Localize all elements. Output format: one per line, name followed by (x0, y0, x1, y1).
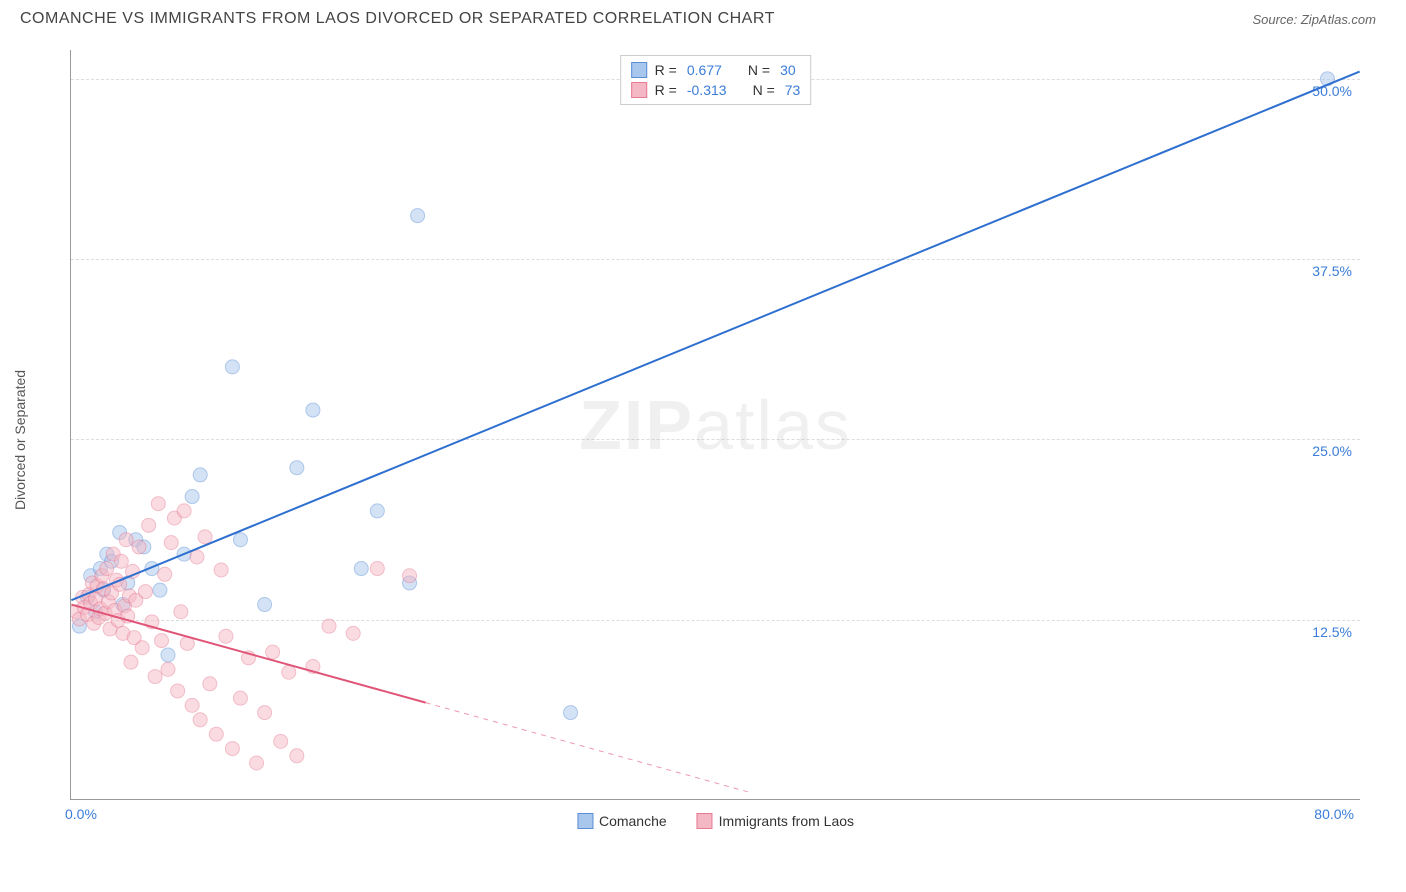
data-point (114, 554, 128, 568)
x-tick-label: 0.0% (65, 806, 97, 822)
source-name: ZipAtlas.com (1301, 12, 1376, 27)
data-point (290, 749, 304, 763)
data-point (164, 536, 178, 550)
r-value-0: 0.677 (687, 62, 722, 78)
data-point (564, 706, 578, 720)
data-point (209, 727, 223, 741)
source-prefix: Source: (1252, 12, 1300, 27)
data-point (185, 490, 199, 504)
plot-svg (71, 50, 1360, 799)
trend-line (71, 72, 1359, 601)
data-point (322, 619, 336, 633)
legend-swatch-1 (631, 82, 647, 98)
source-attribution: Source: ZipAtlas.com (1252, 12, 1376, 27)
data-point (411, 209, 425, 223)
r-value-1: -0.313 (687, 82, 727, 98)
data-point (258, 706, 272, 720)
data-point (306, 403, 320, 417)
series-legend: Comanche Immigrants from Laos (577, 813, 854, 829)
data-point (198, 530, 212, 544)
trend-line-dashed (426, 703, 748, 792)
data-point (148, 670, 162, 684)
data-point (370, 562, 384, 576)
data-point (124, 655, 138, 669)
chart-title: COMANCHE VS IMMIGRANTS FROM LAOS DIVORCE… (20, 10, 775, 28)
r-label: R = (655, 62, 677, 78)
data-point (135, 641, 149, 655)
data-point (214, 563, 228, 577)
data-point (282, 665, 296, 679)
data-point (225, 742, 239, 756)
data-point (132, 540, 146, 554)
data-point (203, 677, 217, 691)
n-label: N = (748, 62, 770, 78)
data-point (100, 562, 114, 576)
data-point (158, 567, 172, 581)
n-label: N = (753, 82, 775, 98)
data-point (138, 585, 152, 599)
legend-swatch-0 (631, 62, 647, 78)
data-point (354, 562, 368, 576)
data-point (155, 634, 169, 648)
data-point (193, 468, 207, 482)
data-point (250, 756, 264, 770)
plot-area: ZIPatlas R = 0.677 N = 30 R = -0.313 N =… (70, 50, 1360, 800)
data-point (142, 518, 156, 532)
data-point (225, 360, 239, 374)
data-point (274, 734, 288, 748)
n-value-1: 73 (785, 82, 801, 98)
data-point (233, 533, 247, 547)
data-point (119, 533, 133, 547)
data-point (219, 629, 233, 643)
legend-item-1: Immigrants from Laos (697, 813, 854, 829)
n-value-0: 30 (780, 62, 796, 78)
data-point (171, 684, 185, 698)
data-point (161, 648, 175, 662)
data-point (177, 504, 191, 518)
data-point (266, 645, 280, 659)
x-tick-label: 80.0% (1314, 806, 1354, 822)
data-point (233, 691, 247, 705)
data-point (370, 504, 384, 518)
data-point (151, 497, 165, 511)
data-point (190, 550, 204, 564)
legend-label-1: Immigrants from Laos (719, 813, 854, 829)
data-point (185, 698, 199, 712)
chart-header: COMANCHE VS IMMIGRANTS FROM LAOS DIVORCE… (0, 0, 1406, 33)
data-point (346, 626, 360, 640)
r-label: R = (655, 82, 677, 98)
legend-swatch-bottom-0 (577, 813, 593, 829)
data-point (161, 662, 175, 676)
data-point (403, 569, 417, 583)
y-axis-label: Divorced or Separated (12, 370, 28, 510)
legend-label-0: Comanche (599, 813, 667, 829)
legend-swatch-bottom-1 (697, 813, 713, 829)
data-point (258, 598, 272, 612)
correlation-chart: Divorced or Separated ZIPatlas R = 0.677… (50, 50, 1380, 830)
stats-row-1: R = -0.313 N = 73 (631, 80, 801, 100)
data-point (153, 583, 167, 597)
legend-item-0: Comanche (577, 813, 667, 829)
stats-row-0: R = 0.677 N = 30 (631, 60, 801, 80)
trend-line (71, 605, 425, 703)
data-point (193, 713, 207, 727)
data-point (174, 605, 188, 619)
stats-legend: R = 0.677 N = 30 R = -0.313 N = 73 (620, 55, 812, 105)
data-point (290, 461, 304, 475)
